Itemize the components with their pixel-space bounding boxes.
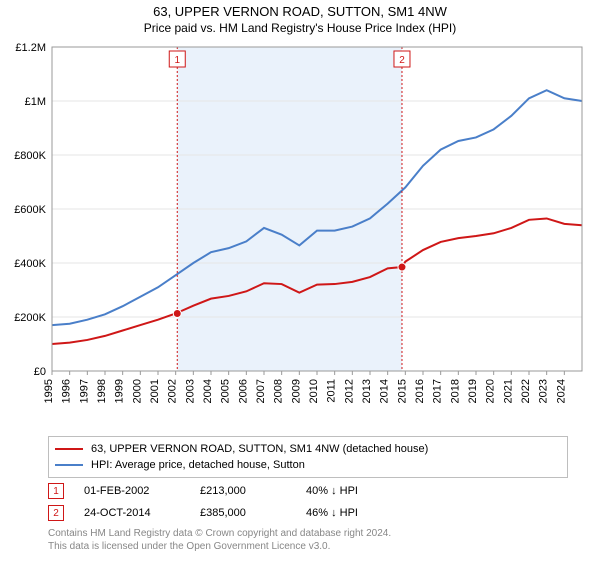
x-tick-label: 2003 [184, 379, 196, 403]
transaction-marker-label: 2 [399, 55, 405, 66]
x-tick-label: 2012 [343, 379, 355, 403]
chart-area: £0 £200K £400K £600K £800K £1M £1.2M 1 2 1995 1996… [0, 41, 600, 421]
x-tick-label: 2023 [538, 379, 550, 403]
transaction-row: 1 01-FEB-2002 £213,000 40% ↓ HPI [48, 480, 568, 502]
transaction-date: 01-FEB-2002 [84, 485, 194, 497]
x-tick-label: 2000 [131, 379, 143, 403]
y-tick-label: £0 [34, 366, 46, 378]
transaction-price: £213,000 [200, 485, 300, 497]
x-tick-label: 2009 [290, 379, 302, 403]
x-tick-label: 2008 [273, 379, 285, 403]
x-tick-label: 1997 [78, 379, 90, 403]
x-tick-label: 2004 [202, 379, 214, 403]
x-tick-label: 2021 [502, 379, 514, 403]
x-tick-label: 2019 [467, 379, 479, 403]
footer: Contains HM Land Registry data © Crown c… [48, 528, 568, 553]
y-tick-label: £400K [14, 258, 46, 270]
x-tick-label: 2024 [555, 379, 567, 403]
x-tick-label: 2022 [520, 379, 532, 403]
transaction-row: 2 24-OCT-2014 £385,000 46% ↓ HPI [48, 502, 568, 524]
x-tick-label: 1998 [96, 379, 108, 403]
transaction-marker: 2 [48, 505, 64, 521]
x-tick-label: 2020 [485, 379, 497, 403]
chart-title: 63, UPPER VERNON ROAD, SUTTON, SM1 4NW [0, 4, 600, 19]
transaction-marker-label: 1 [174, 55, 180, 66]
transaction-dot [398, 263, 406, 271]
x-tick-label: 2001 [149, 379, 161, 403]
x-tick-label: 1995 [43, 379, 55, 403]
y-tick-label: £800K [14, 150, 46, 162]
x-tick-label: 2014 [379, 379, 391, 403]
legend: 63, UPPER VERNON ROAD, SUTTON, SM1 4NW (… [48, 436, 568, 478]
x-tick-label: 2010 [308, 379, 320, 403]
x-tick-label: 2007 [255, 379, 267, 403]
x-tick-label: 1999 [114, 379, 126, 403]
legend-row: HPI: Average price, detached house, Sutt… [55, 457, 561, 473]
transaction-marker: 1 [48, 483, 64, 499]
x-tick-label: 2013 [361, 379, 373, 403]
x-tick-label: 2016 [414, 379, 426, 403]
footer-line2: This data is licensed under the Open Gov… [48, 541, 568, 554]
x-tick-label: 2017 [432, 379, 444, 403]
transaction-pct: 46% ↓ HPI [306, 507, 426, 519]
transaction-pct: 40% ↓ HPI [306, 485, 426, 497]
x-tick-label: 2011 [326, 379, 338, 403]
x-tick-label: 2015 [396, 379, 408, 403]
x-tick-label: 1996 [61, 379, 73, 403]
chart-svg: £0 £200K £400K £600K £800K £1M £1.2M 1 2 1995 1996… [0, 41, 600, 421]
x-tick-label: 2018 [449, 379, 461, 403]
transaction-dot [173, 309, 181, 317]
footer-line1: Contains HM Land Registry data © Crown c… [48, 528, 568, 541]
x-tick-label: 2005 [220, 379, 232, 403]
legend-swatch [55, 464, 83, 466]
legend-label: HPI: Average price, detached house, Sutt… [91, 459, 305, 471]
transaction-date: 24-OCT-2014 [84, 507, 194, 519]
x-tick-label: 2002 [167, 379, 179, 403]
legend-label: 63, UPPER VERNON ROAD, SUTTON, SM1 4NW (… [91, 443, 428, 455]
x-tick-label: 2006 [237, 379, 249, 403]
chart-subtitle: Price paid vs. HM Land Registry's House … [0, 21, 600, 35]
legend-swatch [55, 448, 83, 450]
y-tick-label: £1M [25, 96, 46, 108]
y-tick-label: £600K [14, 204, 46, 216]
y-tick-label: £200K [14, 312, 46, 324]
y-tick-label: £1.2M [15, 42, 46, 54]
transactions-table: 1 01-FEB-2002 £213,000 40% ↓ HPI 2 24-OCT-201… [48, 480, 568, 524]
legend-row: 63, UPPER VERNON ROAD, SUTTON, SM1 4NW (… [55, 441, 561, 457]
transaction-price: £385,000 [200, 507, 300, 519]
